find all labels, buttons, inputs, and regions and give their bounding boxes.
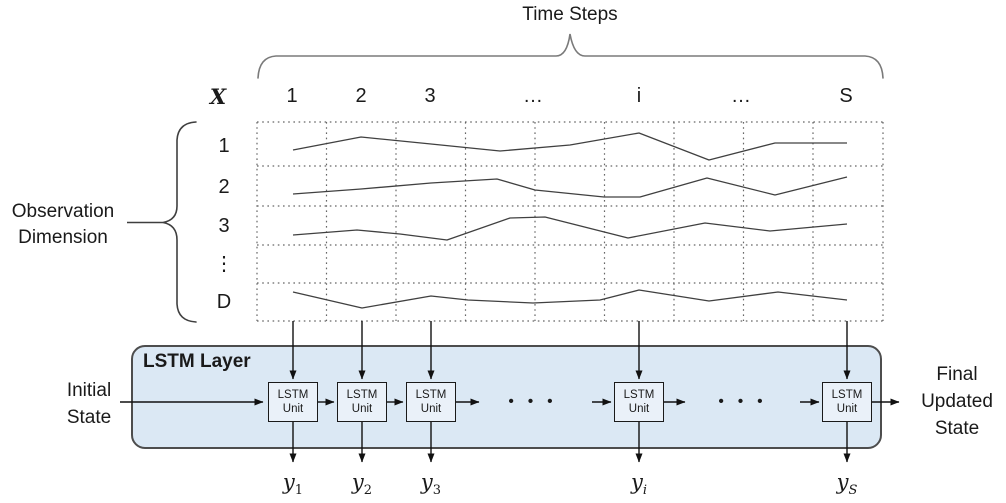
lstm-unit-i: LSTM Unit bbox=[614, 382, 664, 422]
observation-dimension-line2: Dimension bbox=[18, 227, 108, 248]
col-header-1: 1 bbox=[286, 85, 298, 107]
lstm-unit-1-line1: LSTM bbox=[277, 388, 309, 401]
y-sub-2: 2 bbox=[363, 483, 373, 499]
output-label-y1: y1 bbox=[258, 470, 328, 498]
y-sub-1: 1 bbox=[294, 483, 304, 499]
row-label-vdots: ⋮ bbox=[214, 253, 234, 275]
row-label-d: D bbox=[216, 291, 232, 313]
lstm-unit-i-line1: LSTM bbox=[623, 388, 655, 401]
lstm-unit-3: LSTM Unit bbox=[406, 382, 456, 422]
output-label-y3: y3 bbox=[396, 470, 466, 498]
timeseries-lines bbox=[292, 132, 848, 309]
observation-dimension-label: Observation Dimension bbox=[1, 199, 125, 251]
arrows bbox=[120, 321, 900, 463]
y-base: y bbox=[836, 470, 849, 494]
lstm-layer-label: LSTM Layer bbox=[143, 351, 251, 372]
lstm-unit-s-line1: LSTM bbox=[831, 388, 863, 401]
initial-state-label: Initial State bbox=[39, 377, 139, 431]
final-state-line3: State bbox=[934, 418, 980, 439]
y-sub-i: i bbox=[642, 483, 648, 499]
output-label-ys: yS bbox=[812, 470, 882, 498]
lstm-unit-1-line2: Unit bbox=[282, 403, 304, 415]
col-header-s: S bbox=[839, 85, 853, 107]
y-base: y bbox=[420, 470, 433, 494]
timeseries-row-2 bbox=[292, 176, 848, 198]
lstm-unit-2-line1: LSTM bbox=[346, 388, 378, 401]
lstm-layer-box bbox=[131, 345, 882, 449]
row-label-2: 2 bbox=[218, 176, 230, 198]
lstm-unit-2-line2: Unit bbox=[351, 403, 373, 415]
lstm-unit-1: LSTM Unit bbox=[268, 382, 318, 422]
col-header-3: 3 bbox=[424, 85, 436, 107]
observation-dimension-line1: Observation bbox=[11, 201, 115, 222]
output-label-y2: y2 bbox=[327, 470, 397, 498]
grid-lines bbox=[256, 121, 884, 322]
col-header-ellipsis-2: … bbox=[731, 85, 751, 107]
lstm-unit-2: LSTM Unit bbox=[337, 382, 387, 422]
output-label-yi: yi bbox=[604, 470, 674, 498]
observation-brace-icon bbox=[162, 121, 197, 323]
timeseries-row-3 bbox=[292, 216, 848, 241]
col-header-ellipsis-1: … bbox=[523, 85, 543, 107]
y-base: y bbox=[630, 470, 643, 494]
chain-ellipsis-1: • • • bbox=[508, 393, 558, 410]
final-updated-state-label: Final Updated State bbox=[908, 361, 1006, 442]
lstm-unit-3-line1: LSTM bbox=[415, 388, 447, 401]
final-state-line2: Updated bbox=[921, 391, 993, 412]
y-base: y bbox=[282, 470, 295, 494]
lstm-unit-s-line2: Unit bbox=[836, 403, 858, 415]
final-state-line1: Final bbox=[936, 364, 978, 385]
col-header-i: i bbox=[636, 85, 642, 107]
initial-state-line2: State bbox=[66, 407, 112, 428]
lstm-unit-i-line2: Unit bbox=[628, 403, 650, 415]
row-label-1: 1 bbox=[218, 135, 230, 157]
timeseries-row-1 bbox=[292, 132, 847, 161]
col-header-2: 2 bbox=[355, 85, 367, 107]
y-base: y bbox=[351, 470, 364, 494]
time-steps-label: Time Steps bbox=[522, 4, 618, 25]
row-label-3: 3 bbox=[218, 215, 230, 237]
chain-ellipsis-2: • • • bbox=[718, 393, 768, 410]
lstm-unit-3-line2: Unit bbox=[420, 403, 442, 415]
timeseries-row-d bbox=[292, 289, 848, 309]
matrix-x-label: X bbox=[209, 84, 227, 109]
initial-state-line1: Initial bbox=[66, 380, 112, 401]
y-sub-s: S bbox=[848, 483, 858, 499]
y-sub-3: 3 bbox=[432, 483, 442, 499]
time-steps-brace-icon bbox=[257, 33, 884, 79]
lstm-unit-s: LSTM Unit bbox=[822, 382, 872, 422]
